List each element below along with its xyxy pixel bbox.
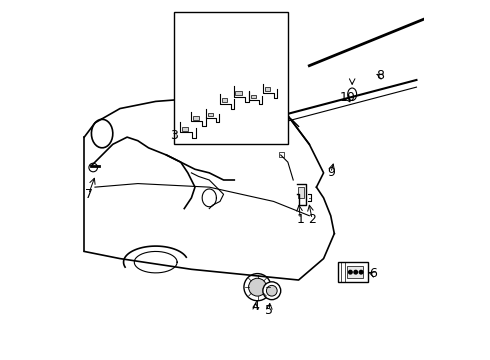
Text: 8: 8 xyxy=(376,69,384,82)
Bar xyxy=(208,113,213,116)
Bar xyxy=(297,187,304,198)
Text: 4: 4 xyxy=(252,300,260,313)
Ellipse shape xyxy=(348,88,357,100)
Bar xyxy=(222,98,227,102)
Text: 10: 10 xyxy=(339,91,355,104)
Bar xyxy=(182,127,188,131)
Circle shape xyxy=(244,274,271,301)
Text: 5: 5 xyxy=(265,304,273,317)
Bar xyxy=(173,12,288,144)
Circle shape xyxy=(248,278,267,296)
Circle shape xyxy=(263,282,281,300)
Bar xyxy=(347,266,363,278)
Bar xyxy=(235,91,242,95)
Circle shape xyxy=(354,270,358,274)
Text: 9: 9 xyxy=(327,166,335,179)
Text: 3: 3 xyxy=(171,129,178,142)
Text: 7: 7 xyxy=(85,188,93,201)
Bar xyxy=(338,262,368,282)
Text: 6: 6 xyxy=(369,267,377,280)
Bar xyxy=(193,116,199,120)
Text: 2: 2 xyxy=(308,213,316,226)
Circle shape xyxy=(359,270,363,274)
Bar xyxy=(251,95,256,98)
Circle shape xyxy=(89,163,98,172)
Bar xyxy=(279,153,284,157)
Circle shape xyxy=(267,285,277,296)
Circle shape xyxy=(348,270,352,274)
Text: 1: 1 xyxy=(296,213,304,226)
Bar xyxy=(265,87,270,91)
